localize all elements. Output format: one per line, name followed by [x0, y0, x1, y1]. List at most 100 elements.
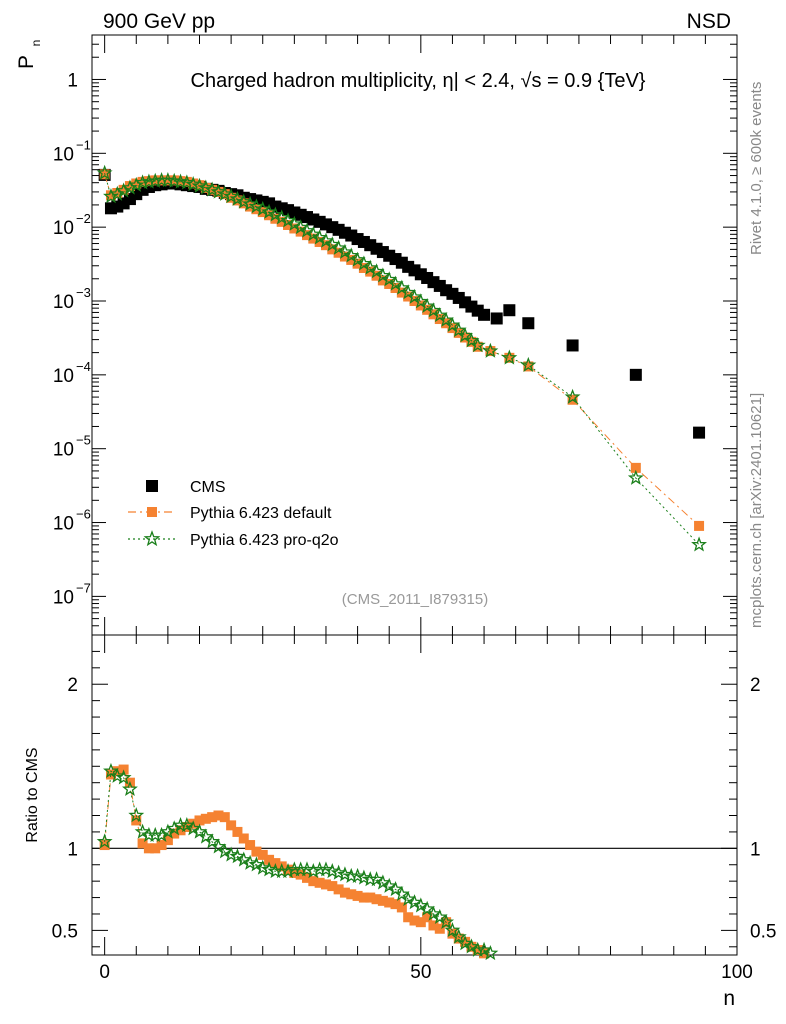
ratio-default-point [415, 917, 426, 928]
ratio-default-point [472, 945, 483, 956]
legend-cms-label: CMS [190, 479, 226, 496]
main-series-layer [96, 164, 708, 552]
main-default-point [466, 336, 477, 347]
ratio-default-point [308, 876, 319, 887]
legend-default-label: Pythia 6.423 default [190, 505, 332, 522]
main-proq2o-point [229, 190, 246, 206]
ratio-proq2o-point [368, 871, 385, 887]
ratio-proq2o-point [438, 913, 455, 929]
main-default-point [346, 254, 357, 265]
ratio-default-point [251, 846, 262, 857]
ratio-default-point [422, 912, 433, 923]
main-cms-point [566, 339, 579, 352]
ratio-default-point [390, 899, 401, 910]
main-default-point [162, 175, 173, 186]
ratio-y-tick-label-right: 2 [750, 675, 761, 696]
main-default-point [156, 175, 167, 186]
main-y-tick-exponent: −4 [76, 359, 91, 374]
main-default-point [112, 188, 123, 199]
ratio-default-point [403, 912, 414, 923]
main-default-point [384, 278, 395, 289]
ratio-default-point [238, 833, 249, 844]
ratio-default-point [137, 838, 148, 849]
main-proq2o-point [564, 388, 581, 404]
main-proq2o-point [330, 239, 347, 255]
main-default-point [409, 296, 420, 307]
ratio-proq2o-point [185, 820, 202, 836]
main-default-point [289, 223, 300, 234]
main-proq2o-point [109, 185, 126, 201]
main-proq2o-point [520, 356, 537, 372]
ratio-proq2o-point [406, 894, 423, 910]
main-default-point [327, 244, 338, 255]
ratio-proq2o-point [400, 890, 417, 906]
ratio-default-point [460, 936, 471, 947]
main-proq2o-point [134, 174, 151, 190]
ratio-default-point [371, 894, 382, 905]
ratio-default-point [352, 890, 363, 901]
main-y-tick-label: 10 [53, 440, 74, 461]
main-default-point [428, 309, 439, 320]
main-proq2o-point [248, 198, 265, 214]
main-y-axis-label: P n [15, 40, 43, 69]
ratio-default-point [194, 815, 205, 826]
ratio-default-point [156, 840, 167, 851]
main-default-point [276, 216, 287, 227]
ratio-y-tick-label-right: 1 [750, 839, 761, 860]
main-y-tick-exponent: −6 [76, 507, 91, 522]
main-default-point [137, 176, 148, 187]
ratio-proq2o-point [444, 922, 461, 938]
main-default-point [422, 304, 433, 315]
ratio-proq2o-point [482, 945, 499, 961]
main-proq2o-point [280, 212, 296, 228]
main-default-point [485, 346, 496, 357]
ratio-proq2o-point [235, 851, 252, 867]
main-cms-point [478, 308, 491, 321]
ratio-default-point [295, 869, 306, 880]
ratio-default-point [346, 889, 357, 900]
ratio-proq2o-point [412, 897, 429, 913]
main-proq2o-point [387, 275, 404, 291]
ratio-proq2o-point [374, 874, 391, 890]
ratio-proq2o-point [248, 856, 265, 872]
main-proq2o-point [140, 173, 157, 189]
main-default-point [472, 341, 483, 352]
ratio-proq2o-point [134, 823, 151, 839]
ratio-default-point [396, 902, 407, 913]
ratio-proq2o-point [178, 817, 195, 833]
main-y-tick-exponent: −5 [76, 433, 91, 448]
ratio-default-point [169, 828, 180, 839]
header-right-label: NSD [687, 10, 731, 33]
main-proq2o-point [501, 349, 518, 365]
main-proq2o-point [311, 229, 328, 245]
main-default-point [504, 352, 515, 363]
main-default-point [339, 251, 350, 262]
ratio-proq2o-point [121, 780, 138, 797]
main-proq2o-point [261, 203, 278, 219]
main-default-point [523, 361, 534, 372]
ratio-default-point [302, 872, 312, 883]
ratio-proq2o-point [476, 941, 493, 957]
ratio-default-point [434, 923, 445, 934]
main-default-point [314, 236, 325, 247]
ratio-proq2o-point [159, 823, 176, 839]
main-cms-point [490, 312, 503, 325]
main-y-tick-exponent: −3 [76, 285, 91, 300]
main-proq2o-point [96, 164, 113, 180]
main-proq2o-point [362, 259, 379, 275]
main-proq2o-point [318, 232, 334, 248]
ratio-default-point [226, 820, 237, 831]
main-y-label-text: P [15, 55, 38, 69]
main-proq2o-point [254, 200, 271, 216]
legend-cms-marker [146, 480, 158, 492]
main-default-point [124, 181, 135, 192]
main-proq2o-point [115, 182, 132, 198]
main-cms-point [522, 317, 535, 330]
main-y-label-subscript: n [29, 40, 43, 47]
main-default-point [105, 190, 116, 201]
ratio-default-point [327, 881, 338, 892]
main-default-point [434, 314, 445, 325]
ratio-proq2o-point [425, 905, 442, 921]
main-default-point [415, 300, 426, 311]
ratio-default-point [162, 835, 173, 846]
